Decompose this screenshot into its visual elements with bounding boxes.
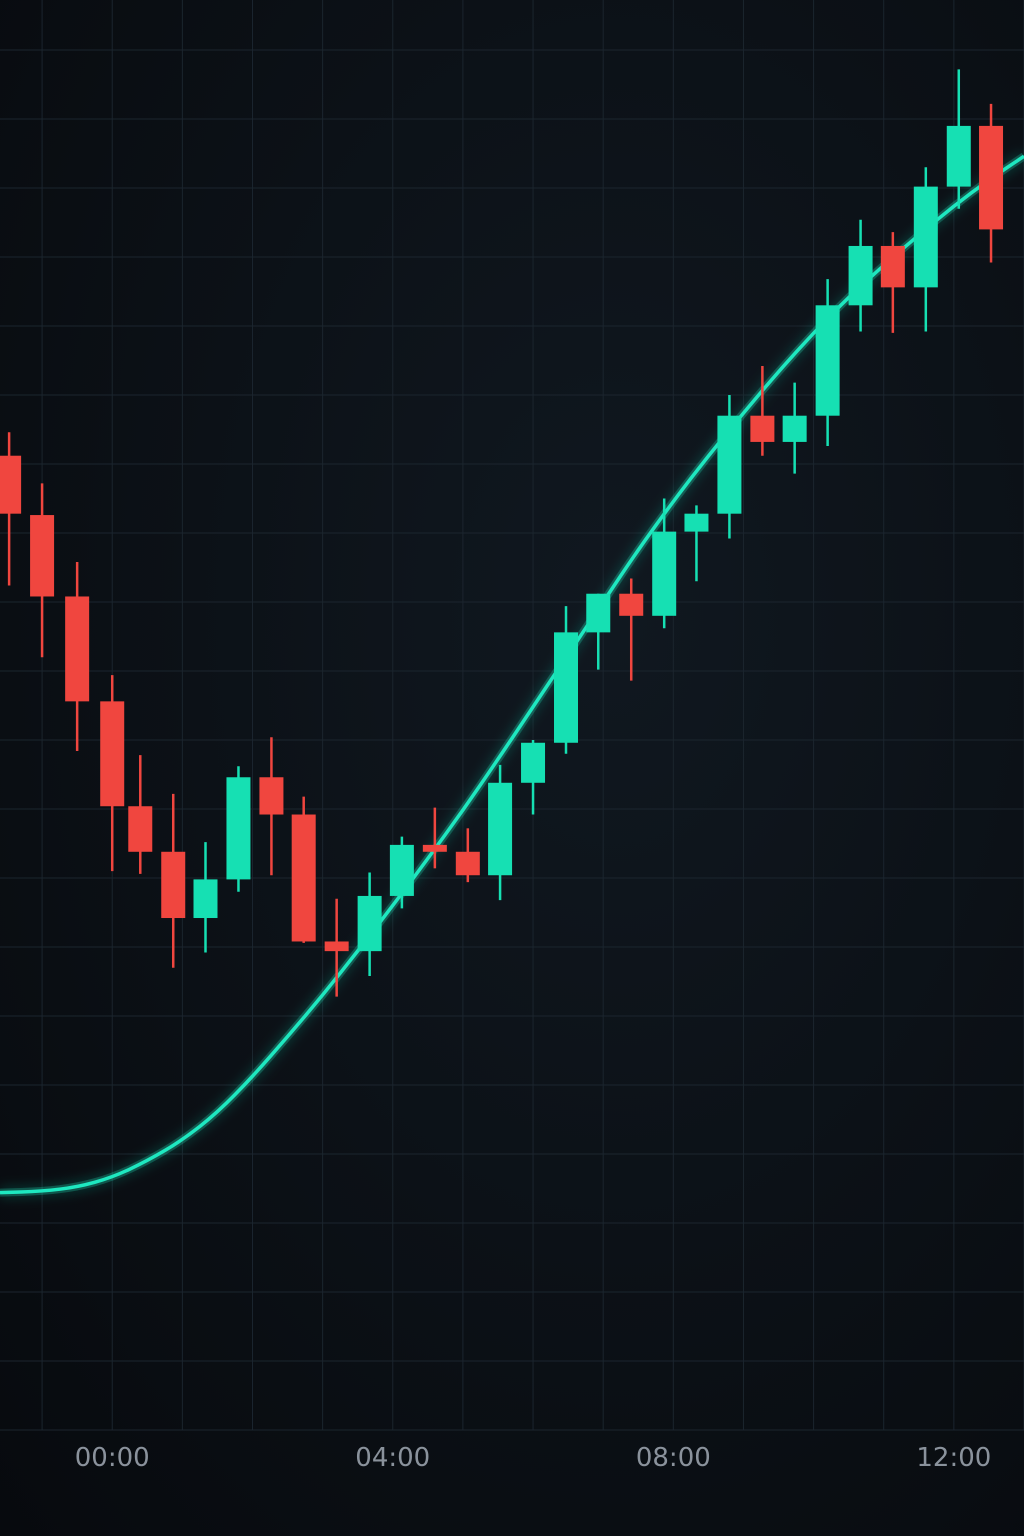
candle-body: [521, 742, 546, 783]
candle-13: [422, 807, 447, 869]
candle-body: [422, 844, 447, 852]
candle-19: [619, 578, 644, 681]
candle-body: [717, 415, 742, 514]
candle-0: [0, 432, 22, 586]
candle-10: [324, 898, 349, 997]
candle-8: [259, 737, 284, 876]
candle-1: [30, 483, 55, 658]
candle-body: [357, 895, 382, 952]
candle-body: [652, 531, 677, 616]
candle-30: [979, 103, 1004, 263]
candle-20: [652, 498, 677, 629]
x-tick-label: 04:00: [355, 1443, 430, 1473]
candle-4: [128, 755, 153, 874]
candle-body: [128, 806, 153, 852]
x-axis: 00:00 04:00 08:00 12:00: [75, 1443, 992, 1473]
x-tick-label: 08:00: [636, 1443, 711, 1473]
candle-body: [0, 455, 22, 514]
candle-body: [291, 814, 316, 942]
candle-body: [782, 415, 807, 442]
candle-body: [65, 596, 90, 702]
x-tick-label: 12:00: [916, 1443, 991, 1473]
candle-11: [357, 872, 382, 976]
candle-15: [488, 764, 513, 901]
candle-body: [619, 593, 644, 616]
candle-body: [554, 632, 579, 743]
candle-body: [161, 851, 186, 919]
candle-26: [848, 219, 873, 332]
candle-body: [389, 844, 414, 896]
candle-body: [815, 305, 840, 416]
candle-body: [586, 593, 611, 633]
candle-24: [782, 382, 807, 474]
candle-body: [750, 415, 775, 442]
candle-body: [946, 125, 971, 187]
candle-body: [30, 515, 55, 597]
trend-line: [0, 154, 1024, 1195]
trend-line-glow: [0, 152, 1024, 1197]
candle-5: [161, 793, 186, 968]
candle-body: [324, 941, 349, 952]
candle-7: [226, 766, 251, 892]
candle-25: [815, 279, 840, 447]
candle-body: [684, 513, 709, 532]
candle-body: [848, 245, 873, 306]
candle-27: [880, 232, 905, 333]
grid: [0, 0, 1024, 1431]
candle-9: [291, 796, 316, 943]
candle-body: [913, 186, 938, 288]
candle-body: [193, 879, 218, 919]
candle-2: [65, 561, 90, 752]
candle-12: [389, 836, 414, 909]
candle-3: [100, 675, 125, 872]
candle-body: [259, 777, 284, 815]
candle-17: [554, 606, 579, 754]
candle-body: [979, 125, 1004, 230]
candles-layer: [0, 69, 1004, 997]
candle-28: [913, 167, 938, 332]
candle-14: [455, 828, 480, 883]
candle-18: [586, 593, 611, 670]
candle-body: [880, 245, 905, 288]
x-tick-label: 00:00: [75, 1443, 150, 1473]
candle-body: [226, 777, 251, 880]
candle-23: [750, 366, 775, 456]
candle-21: [684, 505, 709, 582]
candle-body: [100, 701, 125, 807]
candle-16: [521, 740, 546, 815]
trend-line-layer: [0, 152, 1024, 1197]
candle-body: [488, 782, 513, 876]
candle-body: [455, 851, 480, 876]
candle-6: [193, 842, 218, 953]
candle-29: [946, 69, 971, 209]
candle-22: [717, 395, 742, 539]
